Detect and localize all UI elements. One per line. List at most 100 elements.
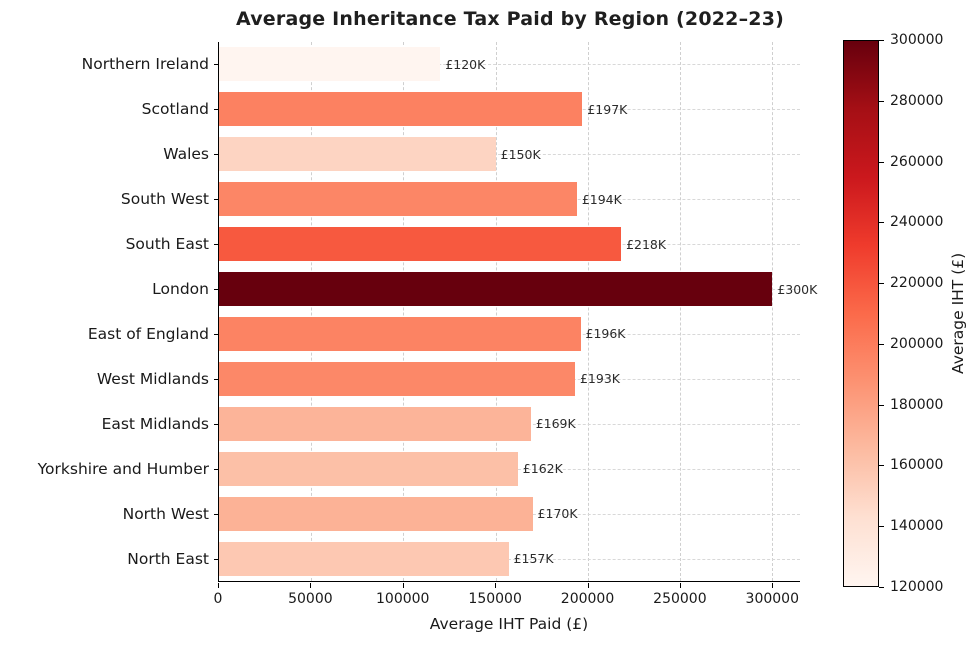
bar-value-label: £157K (513, 551, 554, 567)
bar (219, 47, 441, 82)
grid-line-horizontal (219, 64, 800, 66)
bar-row: East Midlands £169K (102, 401, 800, 446)
bar (219, 182, 577, 217)
grid-line-vertical (495, 42, 497, 581)
x-tick-label: 100000 (376, 591, 430, 607)
colorbar-tick-mark (879, 283, 884, 285)
colorbar-tick-label: 120000 (890, 579, 944, 595)
colorbar-tick-label: 280000 (890, 92, 944, 109)
colorbar-tick-label: 200000 (890, 335, 944, 352)
colorbar-tick-label: 240000 (890, 214, 944, 231)
bar-value-label: £196K (585, 326, 626, 342)
y-tick-mark (214, 289, 219, 291)
colorbar-tick-label: 260000 (890, 153, 944, 170)
y-axis-category-label: North West (122, 504, 209, 523)
y-axis-category-label: Northern Ireland (81, 55, 209, 74)
x-tick-label: 200000 (560, 591, 615, 607)
bar (219, 137, 496, 172)
y-tick-mark (214, 423, 219, 425)
y-tick-mark (214, 244, 219, 246)
bar-row: Scotland £197K (142, 87, 800, 132)
grid-line-horizontal (219, 558, 800, 560)
grid-line-vertical (772, 42, 774, 581)
x-tick-mark (679, 583, 681, 588)
grid-line-vertical (680, 42, 682, 581)
x-tick-label: 0 (213, 591, 223, 607)
bar-value-label: £197K (587, 101, 628, 117)
x-tick-mark (587, 583, 589, 588)
bar-row: Northern Ireland £120K (82, 42, 800, 87)
colorbar-tick-mark (879, 465, 884, 467)
x-tick-label: 50000 (288, 591, 333, 607)
colorbar-tick-mark (879, 526, 884, 528)
bar-value-label: £300K (777, 281, 818, 297)
y-axis-category-label: North East (127, 549, 209, 568)
y-axis-category-label: South West (120, 190, 209, 209)
bar-value-label: £162K (522, 461, 563, 477)
y-axis-category-label: West Midlands (96, 369, 209, 388)
y-tick-mark (214, 468, 219, 470)
x-tick-mark (218, 583, 219, 588)
chart-title: Average Inheritance Tax Paid by Region (… (235, 8, 785, 30)
colorbar-tick-label: 180000 (890, 396, 944, 413)
grid-line-vertical (587, 42, 589, 581)
x-tick-label: 300000 (745, 591, 800, 607)
colorbar-tick-mark (879, 222, 884, 224)
bar (219, 406, 531, 441)
y-axis-category-label: East Midlands (101, 414, 209, 433)
bar-value-label: £194K (581, 191, 622, 207)
bar (219, 227, 622, 262)
bar-value-label: £120K (445, 56, 486, 72)
y-axis-category-label: East of England (87, 324, 209, 343)
y-tick-mark (214, 378, 219, 380)
bar-value-label: £150K (500, 146, 541, 162)
bar (219, 451, 518, 486)
x-tick-mark (495, 583, 497, 588)
bar (219, 361, 575, 396)
bar-row: Wales £150K (163, 132, 800, 177)
x-axis-label: Average IHT Paid (£) (429, 615, 589, 633)
y-axis-category-label: London (152, 280, 209, 299)
colorbar-tick-mark (879, 343, 884, 345)
colorbar-label: Average IHT (£) (949, 252, 967, 375)
colorbar-tick-mark (879, 161, 884, 163)
x-tick-mark (402, 583, 404, 588)
y-tick-mark (214, 513, 219, 515)
grid-line-horizontal (219, 154, 800, 156)
colorbar (843, 40, 879, 587)
bar-value-label: £169K (535, 416, 576, 432)
y-tick-mark (214, 558, 219, 560)
bar-row: North West £170K (123, 491, 800, 536)
bar (219, 541, 509, 576)
x-tick-label: 150000 (468, 591, 522, 607)
y-tick-mark (214, 64, 219, 66)
bar-row: East of England £196K (88, 312, 800, 357)
bar-value-label: £170K (537, 506, 578, 522)
y-tick-mark (214, 109, 219, 111)
bar (219, 496, 533, 531)
colorbar-tick-mark (879, 404, 884, 406)
bar-row: South East £218K (126, 222, 800, 267)
y-axis-category-label: Scotland (141, 100, 209, 119)
bar-row: South West £194K (121, 177, 800, 222)
x-axis-ticks: 0 50000 100000 150000 200000 250000 300000 (214, 583, 800, 611)
grid-vertical (219, 42, 800, 581)
x-tick-mark (772, 583, 774, 588)
x-tick-mark (310, 583, 312, 588)
bar-value-label: £193K (579, 371, 620, 387)
y-tick-mark (214, 333, 219, 335)
colorbar-ticks: 120000 140000 160000 180000 200000 220000 2400… (879, 32, 951, 595)
grid-line-vertical (311, 42, 313, 581)
bars-container: Northern Ireland £120K Scotland £197K Wales £… (38, 42, 817, 581)
colorbar-tick-mark (879, 40, 884, 41)
y-axis-category-label: Yorkshire and Humber (37, 459, 209, 478)
grid-line-vertical (403, 42, 405, 581)
colorbar-tick-label: 300000 (890, 32, 944, 48)
colorbar-tick-label: 220000 (890, 275, 944, 292)
colorbar-tick-label: 160000 (890, 457, 944, 474)
bar-value-label: £218K (626, 236, 667, 252)
plot-area: Northern Ireland £120K Scotland £197K Wales £… (38, 42, 817, 582)
bar-row: Yorkshire and Humber £162K (38, 446, 800, 491)
y-tick-mark (214, 154, 219, 156)
